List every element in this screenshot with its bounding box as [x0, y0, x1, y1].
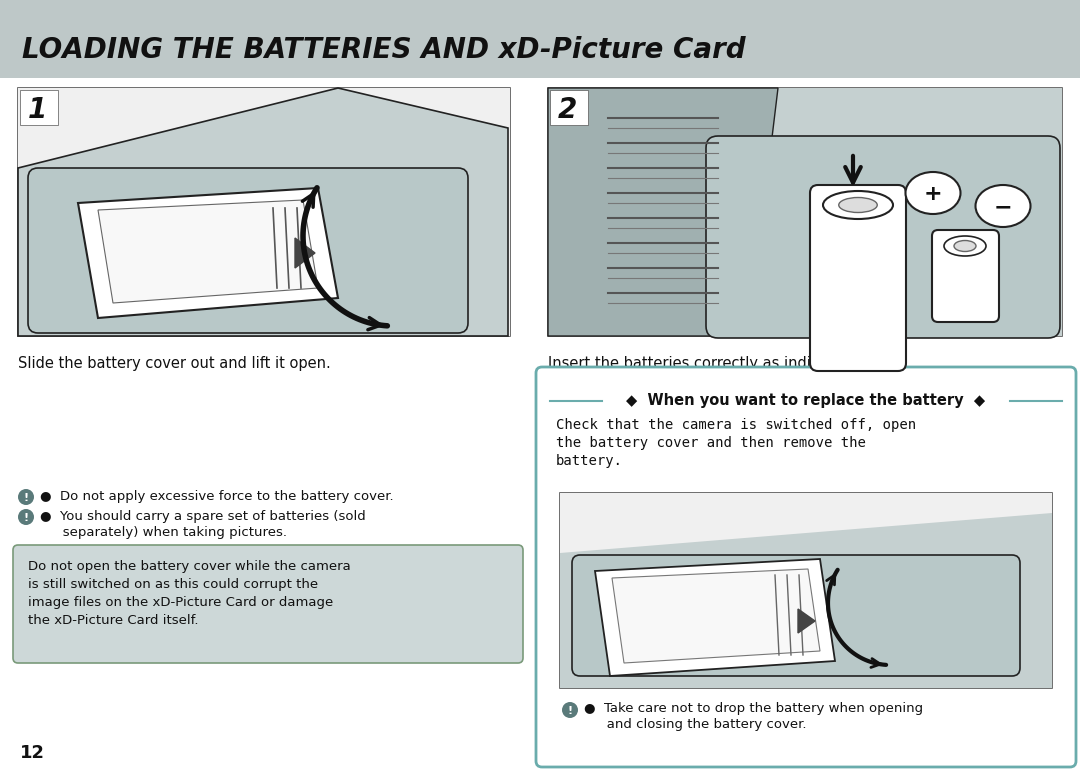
- Ellipse shape: [975, 185, 1030, 227]
- Text: −: −: [994, 197, 1012, 217]
- Circle shape: [562, 702, 578, 718]
- Text: +: +: [923, 184, 943, 204]
- Polygon shape: [548, 88, 1062, 336]
- Text: is still switched on as this could corrupt the: is still switched on as this could corru…: [28, 578, 319, 591]
- Bar: [561, 493, 1052, 688]
- Text: battery.: battery.: [556, 454, 623, 468]
- Ellipse shape: [823, 191, 893, 219]
- FancyBboxPatch shape: [13, 545, 523, 663]
- FancyBboxPatch shape: [810, 185, 906, 371]
- Ellipse shape: [905, 172, 960, 214]
- Bar: [561, 493, 1052, 688]
- Text: the xD-Picture Card itself.: the xD-Picture Card itself.: [28, 614, 199, 627]
- FancyBboxPatch shape: [28, 168, 468, 333]
- Text: ●  Do not apply excessive force to the battery cover.: ● Do not apply excessive force to the ba…: [40, 490, 393, 503]
- Text: Check that the camera is switched off, open: Check that the camera is switched off, o…: [556, 418, 916, 432]
- Ellipse shape: [944, 236, 986, 256]
- Polygon shape: [595, 559, 835, 676]
- Bar: [548, 88, 1062, 336]
- Bar: [21, 90, 58, 125]
- Text: ●  Take care not to drop the battery when opening: ● Take care not to drop the battery when…: [584, 702, 923, 715]
- Bar: [0, 0, 1080, 78]
- Polygon shape: [295, 238, 315, 268]
- Text: 12: 12: [21, 744, 45, 762]
- Text: 2: 2: [558, 96, 577, 124]
- Text: LOADING THE BATTERIES AND xD-Picture Card: LOADING THE BATTERIES AND xD-Picture Car…: [22, 36, 745, 64]
- Text: !: !: [567, 706, 572, 716]
- Polygon shape: [78, 188, 338, 318]
- Ellipse shape: [839, 198, 877, 213]
- Polygon shape: [612, 569, 820, 663]
- FancyBboxPatch shape: [572, 555, 1020, 676]
- Polygon shape: [18, 88, 508, 336]
- Polygon shape: [548, 88, 778, 336]
- Circle shape: [18, 489, 33, 505]
- Text: ●  You should carry a spare set of batteries (sold: ● You should carry a spare set of batter…: [40, 510, 366, 523]
- Bar: [18, 88, 510, 336]
- Polygon shape: [561, 513, 1052, 688]
- Text: Insert the batteries correctly as indicated by the: Insert the batteries correctly as indica…: [548, 356, 903, 371]
- Ellipse shape: [954, 241, 976, 251]
- Text: 1: 1: [28, 96, 48, 124]
- Text: image files on the xD-Picture Card or damage: image files on the xD-Picture Card or da…: [28, 596, 334, 609]
- Bar: [548, 88, 1062, 336]
- Bar: [18, 88, 510, 336]
- Text: Slide the battery cover out and lift it open.: Slide the battery cover out and lift it …: [18, 356, 330, 371]
- Text: !: !: [24, 513, 28, 523]
- Text: polarity icons.: polarity icons.: [548, 374, 651, 389]
- Bar: [550, 90, 588, 125]
- Text: the battery cover and then remove the: the battery cover and then remove the: [556, 436, 866, 450]
- Text: Do not open the battery cover while the camera: Do not open the battery cover while the …: [28, 560, 351, 573]
- FancyBboxPatch shape: [706, 136, 1059, 338]
- Text: !: !: [24, 493, 28, 503]
- FancyBboxPatch shape: [536, 367, 1076, 767]
- Circle shape: [18, 509, 33, 525]
- Text: and closing the battery cover.: and closing the battery cover.: [594, 718, 807, 731]
- Text: separately) when taking pictures.: separately) when taking pictures.: [50, 526, 287, 539]
- Polygon shape: [798, 609, 815, 633]
- Polygon shape: [98, 200, 318, 303]
- FancyBboxPatch shape: [932, 230, 999, 322]
- Text: ◆  When you want to replace the battery  ◆: ◆ When you want to replace the battery ◆: [626, 393, 986, 408]
